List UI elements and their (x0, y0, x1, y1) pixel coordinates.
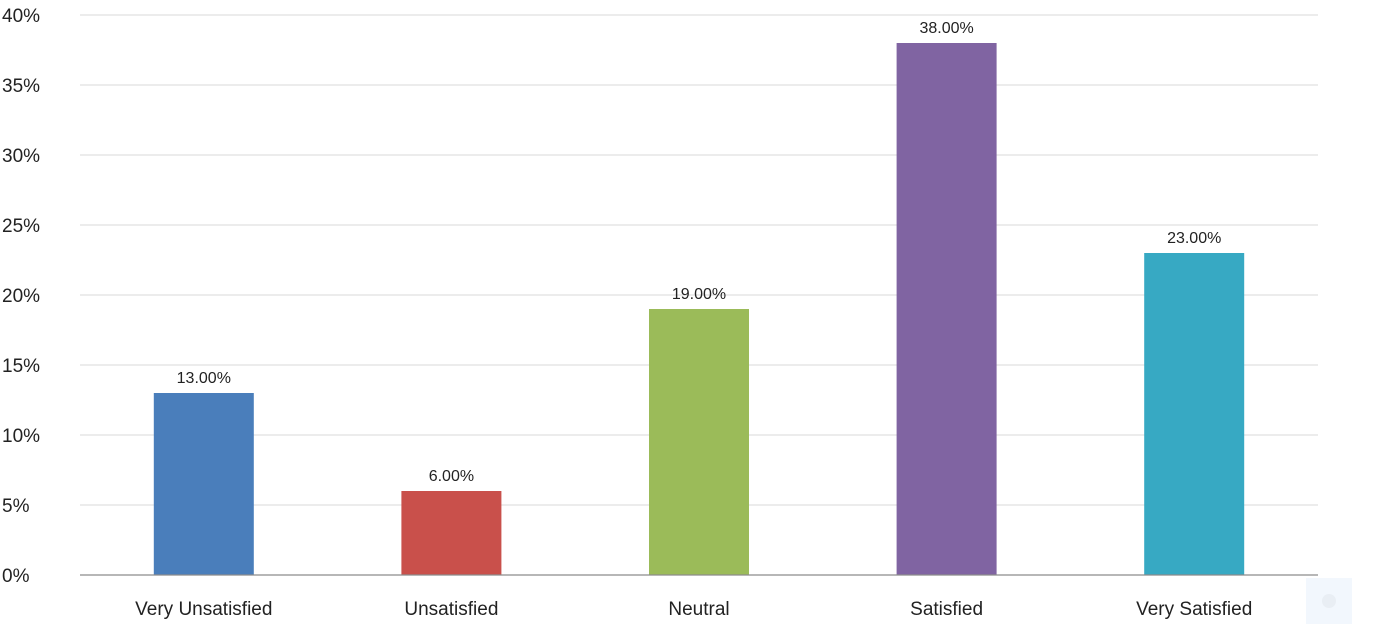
bar (1144, 253, 1244, 575)
bar (154, 393, 254, 575)
bars (154, 43, 1244, 575)
data-label: 23.00% (1167, 230, 1221, 247)
y-tick-label: 10% (2, 426, 40, 447)
y-tick-label: 30% (2, 146, 40, 167)
bar (401, 491, 501, 575)
data-label: 38.00% (919, 20, 973, 37)
y-tick-label: 15% (2, 356, 40, 377)
y-tick-label: 25% (2, 216, 40, 237)
x-tick-label: Satisfied (910, 599, 983, 620)
x-tick-label: Unsatisfied (404, 599, 498, 620)
bar (649, 309, 749, 575)
y-tick-label: 0% (2, 566, 30, 587)
dot-icon (1322, 594, 1336, 608)
x-tick-label: Neutral (668, 599, 729, 620)
x-axis-tick-labels: Very Unsatisfied Unsatisfied Neutral Satisf… (135, 599, 1252, 620)
x-tick-label: Very Satisfied (1136, 599, 1252, 620)
y-tick-label: 35% (2, 76, 40, 97)
data-label: 19.00% (672, 286, 726, 303)
corner-widget[interactable] (1306, 578, 1352, 624)
data-label: 13.00% (177, 370, 231, 387)
x-tick-label: Very Unsatisfied (135, 599, 272, 620)
y-tick-label: 5% (2, 496, 30, 517)
data-label: 6.00% (429, 468, 474, 485)
y-tick-label: 20% (2, 286, 40, 307)
y-axis-tick-labels: 0% 5% 10% 15% 20% 25% 30% 35% 40% (2, 6, 40, 587)
y-tick-label: 40% (2, 6, 40, 27)
bar (897, 43, 997, 575)
